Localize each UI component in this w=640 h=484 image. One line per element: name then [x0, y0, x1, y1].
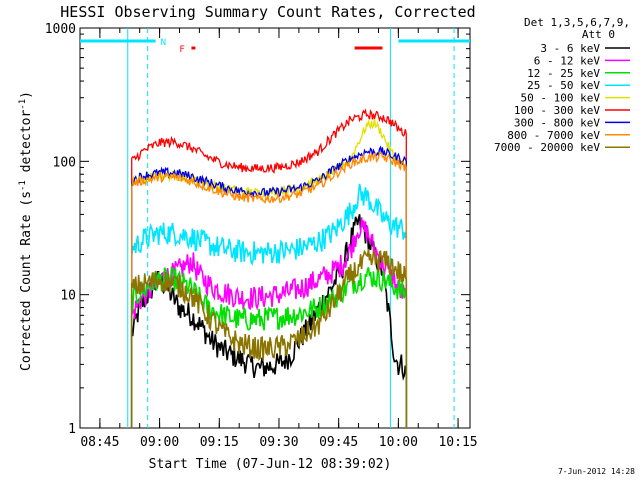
y-axis-label-part: detector: [19, 110, 34, 181]
plot-frame: [79, 27, 471, 429]
x-tick-label: 10:00: [379, 435, 418, 450]
series-line-5: [131, 118, 407, 428]
plot-area: 1 10 100 1000 08:45 09:00 09:15 09:30 09:45 10:00…: [45, 22, 478, 450]
x-tick-label: 09:30: [259, 435, 298, 450]
y-tick-label: 10: [60, 289, 76, 304]
y-tick-label: 100: [53, 155, 76, 170]
legend-entry-label: 50 - 100 keV: [521, 92, 601, 105]
x-tick-label: 09:15: [200, 435, 239, 450]
series-line-7: [131, 145, 407, 428]
y-axis-label-part: Corrected Count Rate (s: [19, 191, 34, 371]
legend-entry-label: 25 - 50 keV: [527, 79, 600, 92]
legend-entry-label: 300 - 800 keV: [514, 116, 600, 129]
y-tick-label: 1: [68, 422, 76, 437]
y-axis-label-sup: -1: [18, 99, 28, 110]
x-tick-label: 08:45: [80, 435, 119, 450]
legend-entry-label: 6 - 12 keV: [534, 54, 601, 67]
series-line-3: [130, 266, 408, 428]
series-line-4: [130, 183, 408, 428]
legend-entry-label: 3 - 6 keV: [540, 42, 600, 55]
flag-label: N: [161, 38, 166, 48]
y-axis-label-part: ): [19, 91, 34, 99]
series-line-2: [130, 217, 408, 428]
legend-entry-label: 100 - 300 keV: [514, 104, 600, 117]
legend-entry-label: 7000 - 20000 keV: [494, 141, 600, 154]
timestamp: 7-Jun-2012 14:28: [558, 467, 635, 476]
legend-header-line: Det 1,3,5,6,7,9,: [524, 16, 630, 29]
flag-label: F: [179, 45, 184, 55]
series-group: [130, 108, 408, 428]
series-line-8: [131, 152, 407, 428]
legend-entry-label: 800 - 7000 keV: [507, 129, 600, 142]
x-axis-label: Start Time (07-Jun-12 08:39:02): [149, 457, 392, 472]
x-tick-label: 09:45: [319, 435, 358, 450]
y-axis-label-sup: -1: [18, 180, 28, 191]
x-tick-label: 09:00: [140, 435, 179, 450]
chart-title: HESSI Observing Summary Count Rates, Cor…: [60, 3, 475, 21]
legend-header-line: Att 0: [582, 28, 615, 41]
y-tick-label: 1000: [45, 22, 76, 37]
x-tick-label: 10:15: [438, 435, 477, 450]
series-line-9: [130, 248, 408, 428]
y-axis-label: Corrected Count Rate (s-1 detector-1): [18, 91, 34, 371]
legend-entry-label: 12 - 25 keV: [527, 67, 600, 80]
series-line-6: [131, 108, 407, 428]
